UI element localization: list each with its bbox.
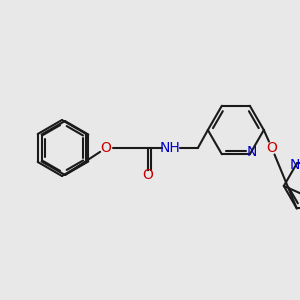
Text: O: O bbox=[100, 141, 111, 155]
Text: O: O bbox=[142, 168, 153, 182]
Text: N: N bbox=[247, 145, 257, 159]
Text: O: O bbox=[266, 141, 277, 155]
Text: N: N bbox=[290, 158, 300, 172]
Text: NH: NH bbox=[160, 141, 180, 155]
